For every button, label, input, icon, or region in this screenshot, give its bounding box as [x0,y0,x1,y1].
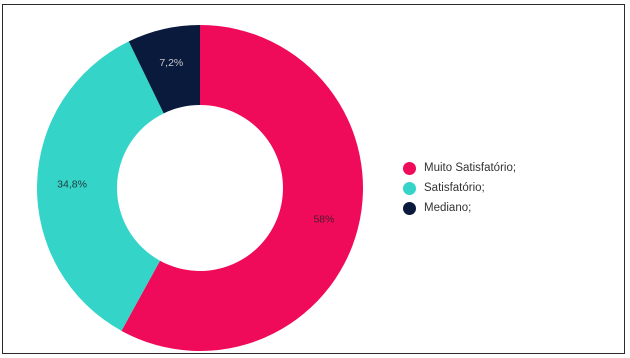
slice-muito-satisfatorio [121,25,364,351]
legend-item-muito-satisfatorio: Muito Satisfatório; [403,158,516,178]
legend-swatch [403,161,416,175]
legend-item-mediano: Mediano; [403,198,516,218]
slice-satisfatorio [37,41,164,331]
data-label-satisfatorio: 34,8% [57,179,87,191]
legend-item-satisfatorio: Satisfatório; [403,178,516,198]
slice-labels: 58% 34,8% 7,2% [57,57,334,226]
slice-mediano [128,25,200,114]
data-label-muito-satisfatorio: 58% [313,214,334,226]
legend-swatch [403,181,416,195]
donut-slices [37,25,364,351]
legend: Muito Satisfatório; Satisfatório; Median… [403,158,516,218]
legend-swatch [403,201,416,215]
legend-label: Mediano; [424,202,472,214]
legend-label: Muito Satisfatório; [424,162,517,174]
data-label-mediano: 7,2% [159,57,183,69]
legend-label: Satisfatório; [424,182,485,194]
